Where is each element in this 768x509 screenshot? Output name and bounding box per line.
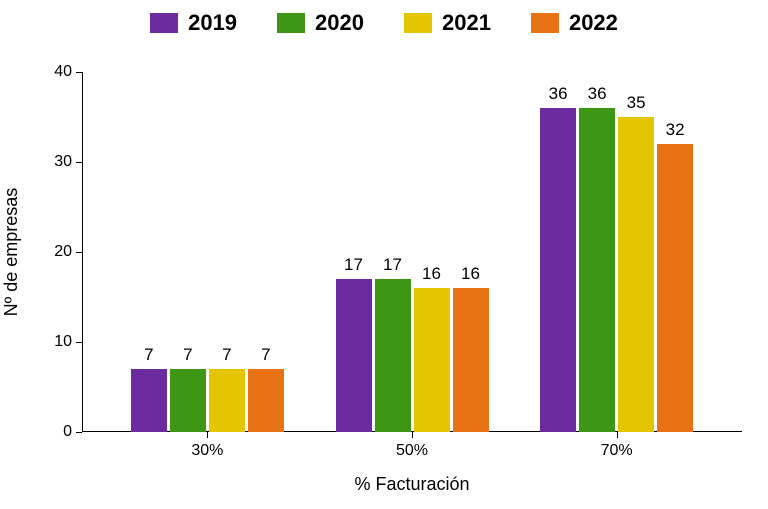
bar [414, 288, 450, 432]
bar-value-label: 17 [344, 255, 363, 275]
bar [540, 108, 576, 432]
y-tick-label: 40 [42, 63, 72, 81]
y-axis-title: Nº de empresas [1, 188, 22, 317]
y-tick-mark [76, 72, 82, 73]
bar [657, 144, 693, 432]
legend-label: 2020 [315, 10, 364, 36]
bar [170, 369, 206, 432]
legend-swatch [150, 13, 178, 33]
x-tick-mark [412, 432, 413, 438]
legend-label: 2022 [569, 10, 618, 36]
chart-container: 2019 2020 2021 2022 0 10 20 30 40 30% 7 7 7 7 50% 17 17… [0, 0, 768, 509]
bar-value-label: 16 [461, 264, 480, 284]
legend-item: 2019 [150, 10, 237, 36]
legend-item: 2020 [277, 10, 364, 36]
legend-label: 2019 [188, 10, 237, 36]
legend: 2019 2020 2021 2022 [0, 10, 768, 36]
y-tick-mark [76, 162, 82, 163]
bar [375, 279, 411, 432]
bar [336, 279, 372, 432]
bar-value-label: 7 [144, 345, 153, 365]
bar-value-label: 36 [549, 84, 568, 104]
y-tick-mark [76, 432, 82, 433]
legend-swatch [531, 13, 559, 33]
bar-value-label: 7 [261, 345, 270, 365]
y-axis-line [82, 72, 83, 432]
x-axis-title: % Facturación [354, 474, 469, 495]
y-tick-label: 10 [42, 333, 72, 351]
bar-value-label: 17 [383, 255, 402, 275]
bar [453, 288, 489, 432]
bar [209, 369, 245, 432]
y-tick-mark [76, 252, 82, 253]
y-tick-label: 30 [42, 153, 72, 171]
bar-value-label: 7 [222, 345, 231, 365]
legend-swatch [404, 13, 432, 33]
bar [131, 369, 167, 432]
y-tick-label: 0 [42, 423, 72, 441]
bar [579, 108, 615, 432]
legend-swatch [277, 13, 305, 33]
bar-value-label: 16 [422, 264, 441, 284]
bar [618, 117, 654, 432]
legend-label: 2021 [442, 10, 491, 36]
x-tick-label: 70% [601, 442, 633, 460]
bar [248, 369, 284, 432]
bar-value-label: 7 [183, 345, 192, 365]
y-tick-label: 20 [42, 243, 72, 261]
plot-area: 01020304030%777750%1717161670%36363532 [82, 72, 742, 432]
y-tick-mark [76, 342, 82, 343]
legend-item: 2022 [531, 10, 618, 36]
x-tick-mark [207, 432, 208, 438]
bar-value-label: 36 [588, 84, 607, 104]
x-tick-label: 50% [396, 442, 428, 460]
x-tick-mark [617, 432, 618, 438]
x-tick-label: 30% [191, 442, 223, 460]
bar-value-label: 35 [627, 93, 646, 113]
bar-value-label: 32 [666, 120, 685, 140]
legend-item: 2021 [404, 10, 491, 36]
